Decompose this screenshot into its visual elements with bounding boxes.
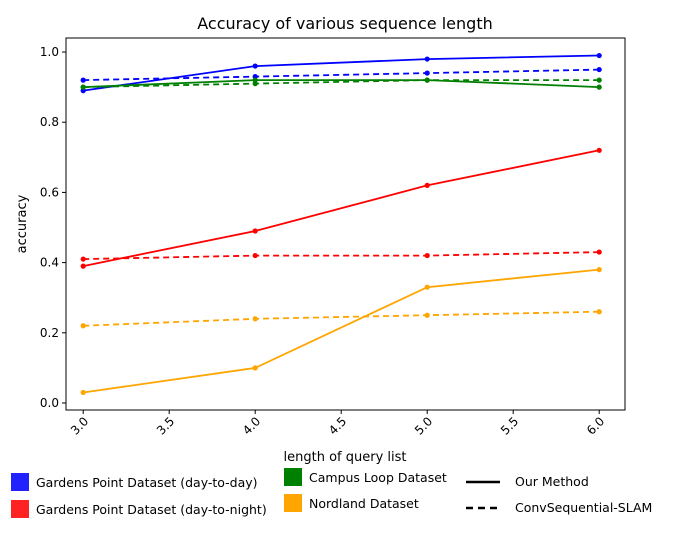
series-line-2 bbox=[83, 79, 600, 88]
series-line-0 bbox=[83, 54, 600, 92]
data-point bbox=[80, 256, 86, 262]
x-tick-label: 5.0 bbox=[412, 414, 435, 437]
x-tick-label: 6.0 bbox=[584, 414, 607, 437]
legend-swatch bbox=[11, 500, 29, 518]
x-tick-label: 5.5 bbox=[498, 414, 521, 437]
data-point bbox=[252, 252, 258, 259]
data-point bbox=[424, 70, 430, 76]
data-point bbox=[596, 52, 602, 59]
data-point bbox=[424, 56, 430, 62]
x-tick-label: 4.5 bbox=[326, 414, 349, 437]
legend-label: Campus Loop Dataset bbox=[309, 470, 447, 485]
plot-frame bbox=[65, 37, 626, 411]
data-point bbox=[424, 312, 430, 318]
legend-swatch bbox=[284, 494, 302, 512]
axis-ticks: 3.0 3.5 4.0 4.5 5.0 5.5 6.0 0.0 0.2 0.4 0.6 0.8 1.0 bbox=[40, 45, 607, 438]
y-tick-label: 0.6 bbox=[40, 185, 59, 199]
series-line-1 bbox=[83, 68, 600, 81]
data-point bbox=[424, 182, 430, 188]
legend-label: Nordland Dataset bbox=[309, 496, 419, 511]
y-axis-label: accuracy bbox=[15, 194, 30, 253]
data-point bbox=[424, 252, 430, 259]
data-point bbox=[80, 323, 86, 329]
y-tick-label: 0.8 bbox=[40, 115, 59, 129]
x-tick-label: 3.5 bbox=[154, 414, 177, 437]
y-tick-label: 0.0 bbox=[40, 396, 59, 410]
legend-label: Gardens Point Dataset (day-to-day) bbox=[36, 475, 258, 490]
data-point bbox=[80, 389, 86, 396]
data-point bbox=[596, 77, 602, 83]
y-tick-label: 1.0 bbox=[40, 45, 59, 59]
data-point bbox=[80, 263, 86, 269]
y-tick-label: 0.4 bbox=[40, 256, 59, 270]
x-tick-label: 3.0 bbox=[68, 414, 91, 437]
chart-title: Accuracy of various sequence length bbox=[197, 14, 492, 33]
legend-swatch bbox=[284, 468, 302, 486]
data-point bbox=[596, 267, 602, 273]
data-point bbox=[596, 84, 602, 90]
legend: Gardens Point Dataset (day-to-day) Garden… bbox=[11, 468, 652, 518]
series-points bbox=[80, 52, 602, 396]
data-point bbox=[596, 147, 602, 153]
data-point bbox=[424, 77, 430, 83]
data-point bbox=[596, 249, 602, 255]
series-line-5 bbox=[83, 251, 600, 260]
series-line-6 bbox=[83, 268, 600, 394]
data-point bbox=[596, 309, 602, 315]
series-line-3 bbox=[83, 79, 600, 88]
legend-label: Our Method bbox=[515, 474, 589, 489]
series-line-7 bbox=[83, 310, 600, 327]
data-point bbox=[252, 81, 258, 87]
data-point bbox=[252, 63, 258, 69]
data-point bbox=[252, 228, 258, 234]
legend-label: ConvSequential-SLAM bbox=[515, 500, 652, 515]
legend-swatch bbox=[11, 473, 29, 491]
data-point bbox=[80, 84, 86, 90]
data-point bbox=[596, 66, 602, 73]
data-point bbox=[424, 284, 430, 290]
x-axis-label: length of query list bbox=[284, 450, 407, 465]
data-point bbox=[80, 77, 86, 83]
data-point bbox=[252, 316, 258, 322]
data-point bbox=[252, 365, 258, 371]
x-tick-label: 4.0 bbox=[240, 414, 263, 437]
y-tick-label: 0.2 bbox=[40, 326, 59, 340]
series-line-4 bbox=[83, 149, 600, 267]
series-lines bbox=[83, 54, 600, 394]
legend-label: Gardens Point Dataset (day-to-night) bbox=[36, 502, 267, 517]
